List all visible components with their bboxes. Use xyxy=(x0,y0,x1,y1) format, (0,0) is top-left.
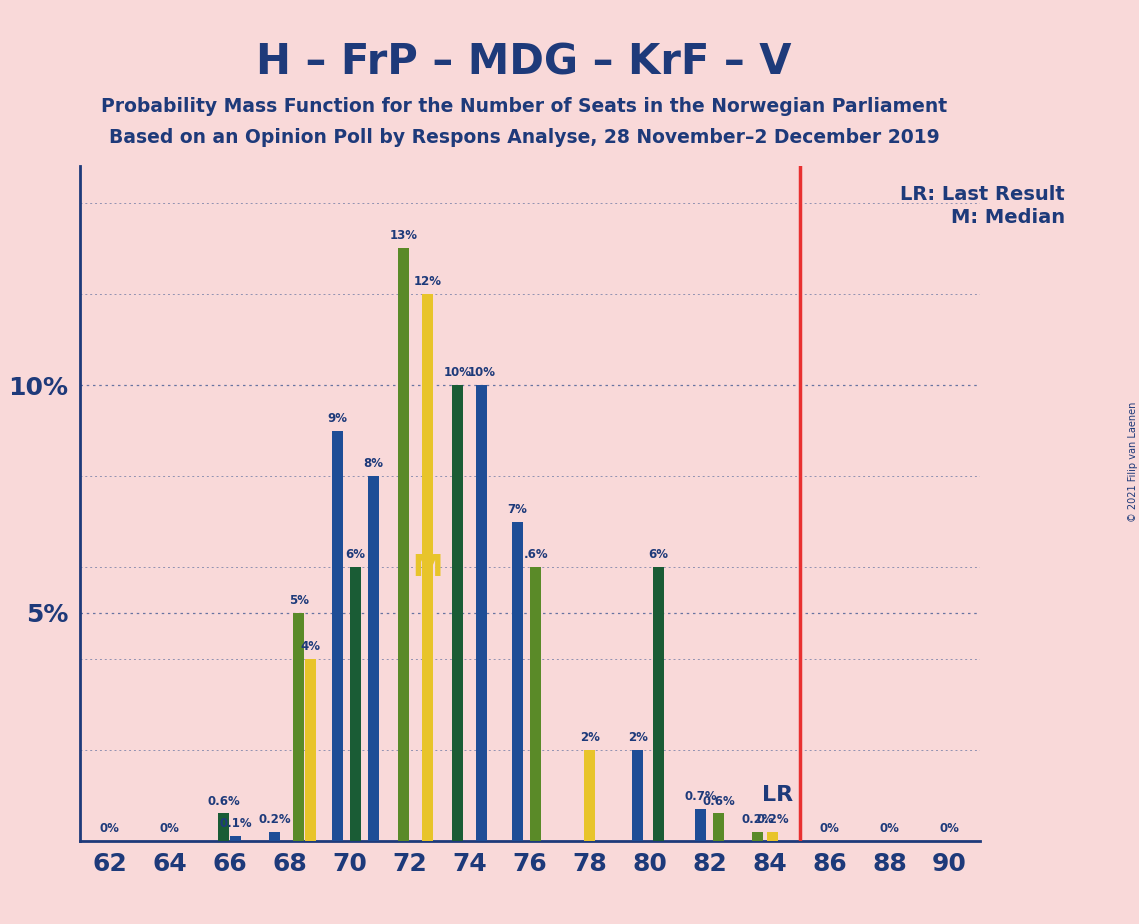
Bar xyxy=(511,522,523,841)
Bar xyxy=(584,749,596,841)
Text: M: M xyxy=(412,553,443,582)
Bar xyxy=(653,567,664,841)
Text: 6%: 6% xyxy=(345,549,366,562)
Bar xyxy=(269,832,280,841)
Text: H – FrP – MDG – KrF – V: H – FrP – MDG – KrF – V xyxy=(256,42,792,83)
Text: 0.7%: 0.7% xyxy=(685,790,716,803)
Text: 0.2%: 0.2% xyxy=(756,813,789,826)
Bar xyxy=(368,476,379,841)
Bar xyxy=(713,813,724,841)
Bar xyxy=(305,659,317,841)
Bar xyxy=(452,385,464,841)
Text: 10%: 10% xyxy=(468,366,495,379)
Text: 12%: 12% xyxy=(413,275,442,288)
Bar xyxy=(350,567,361,841)
Text: 8%: 8% xyxy=(363,457,384,470)
Text: 6%: 6% xyxy=(648,549,669,562)
Bar xyxy=(632,749,644,841)
Text: .6%: .6% xyxy=(523,549,548,562)
Text: 2%: 2% xyxy=(628,731,648,744)
Text: LR: Last Result: LR: Last Result xyxy=(900,185,1065,204)
Text: 9%: 9% xyxy=(328,412,347,425)
Bar xyxy=(752,832,763,841)
Text: 2%: 2% xyxy=(580,731,599,744)
Text: Based on an Opinion Poll by Respons Analyse, 28 November–2 December 2019: Based on an Opinion Poll by Respons Anal… xyxy=(108,128,940,147)
Bar xyxy=(218,813,229,841)
Bar xyxy=(230,836,241,841)
Text: 4%: 4% xyxy=(301,639,321,652)
Bar xyxy=(293,613,304,841)
Text: 0.2%: 0.2% xyxy=(259,813,290,826)
Text: 0%: 0% xyxy=(820,822,839,835)
Bar xyxy=(421,294,433,841)
Bar xyxy=(476,385,487,841)
Text: 13%: 13% xyxy=(390,229,418,242)
Text: 10%: 10% xyxy=(444,366,472,379)
Text: 7%: 7% xyxy=(508,503,527,516)
Text: 0%: 0% xyxy=(159,822,180,835)
Bar xyxy=(331,431,343,841)
Bar xyxy=(695,808,706,841)
Text: 0.6%: 0.6% xyxy=(703,795,735,808)
Text: 0%: 0% xyxy=(879,822,900,835)
Text: © 2021 Filip van Laenen: © 2021 Filip van Laenen xyxy=(1129,402,1138,522)
Text: 0%: 0% xyxy=(940,822,959,835)
Text: Probability Mass Function for the Number of Seats in the Norwegian Parliament: Probability Mass Function for the Number… xyxy=(101,97,947,116)
Text: 0.2%: 0.2% xyxy=(741,813,773,826)
Bar xyxy=(530,567,541,841)
Text: 0.6%: 0.6% xyxy=(207,795,240,808)
Text: M: Median: M: Median xyxy=(951,208,1065,227)
Text: 5%: 5% xyxy=(288,594,309,607)
Text: 0.1%: 0.1% xyxy=(220,818,252,831)
Text: LR: LR xyxy=(762,785,794,805)
Text: 0%: 0% xyxy=(100,822,120,835)
Bar xyxy=(767,832,778,841)
Bar xyxy=(398,249,409,841)
